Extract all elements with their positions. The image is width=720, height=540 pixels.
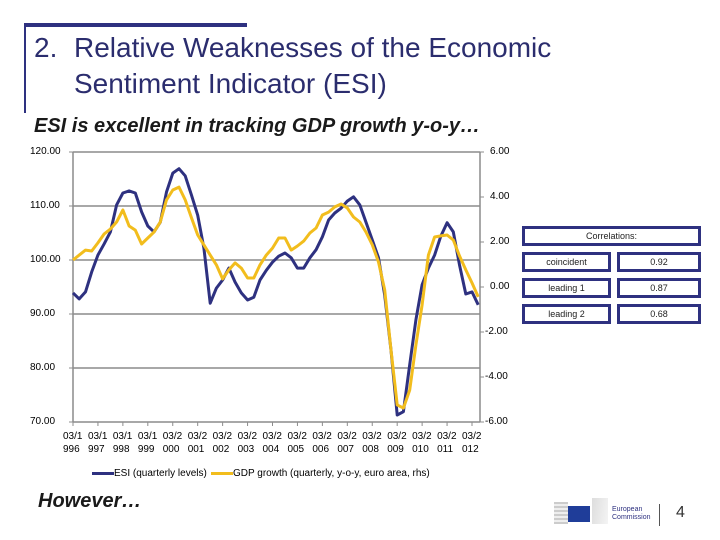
y-left-tick-label: 100.00 bbox=[30, 254, 61, 265]
title-side-line bbox=[24, 23, 26, 113]
y-left-tick-label: 110.00 bbox=[30, 200, 60, 211]
title-line-2: Sentiment Indicator (ESI) bbox=[74, 68, 387, 99]
eu-flag-icon bbox=[568, 506, 590, 522]
x-tick-label: 03/2010 bbox=[412, 431, 432, 455]
x-tick-label: 03/2003 bbox=[237, 431, 258, 455]
legend-esi-swatch bbox=[92, 471, 114, 475]
x-tick-label: 03/2007 bbox=[337, 431, 357, 455]
page-number: 4 bbox=[676, 504, 685, 521]
x-tick-label: 03/2004 bbox=[262, 431, 282, 455]
correlations-title: Correlations: bbox=[522, 226, 701, 246]
x-tick-label: 03/2012 bbox=[462, 431, 482, 455]
logo-building-icon bbox=[592, 498, 608, 524]
y-left-tick-label: 120.00 bbox=[30, 146, 61, 157]
y-right-tick-label: 6.00 bbox=[490, 146, 510, 157]
legend-esi-label: ESI (quarterly levels) bbox=[114, 468, 207, 479]
footer-separator bbox=[659, 504, 660, 526]
x-tick-label: 03/2008 bbox=[362, 431, 382, 455]
correlation-label: coincident bbox=[522, 252, 611, 272]
correlation-value: 0.87 bbox=[617, 278, 701, 298]
x-tick-label: 03/1996 bbox=[63, 431, 83, 455]
x-tick-label: 03/1998 bbox=[112, 431, 133, 455]
european-commission-logo: European Commission bbox=[554, 498, 654, 528]
y-left-tick-label: 70.00 bbox=[30, 416, 56, 427]
logo-building-icon bbox=[554, 502, 568, 524]
legend-esi: ESI (quarterly levels) bbox=[92, 468, 207, 479]
logo-text: European Commission bbox=[612, 506, 651, 521]
x-tick-label: 03/2011 bbox=[437, 431, 457, 455]
correlation-label: leading 2 bbox=[522, 304, 611, 324]
correlation-value: 0.68 bbox=[617, 304, 701, 324]
title-line-1: Relative Weaknesses of the Economic bbox=[74, 32, 552, 63]
x-tick-label: 03/2001 bbox=[187, 431, 208, 455]
y-right-tick-label: 4.00 bbox=[490, 191, 510, 202]
x-tick-label: 03/2006 bbox=[312, 431, 332, 455]
y-right-tick-label: -4.00 bbox=[485, 371, 508, 382]
title-number: 2. bbox=[34, 32, 58, 63]
title-accent-line bbox=[25, 23, 247, 27]
page-title: 2. Relative Weaknesses of the Economic Se… bbox=[34, 30, 551, 102]
y-left-tick-label: 80.00 bbox=[30, 362, 56, 373]
esi-series-line bbox=[71, 167, 480, 417]
y-left-tick-label: 90.00 bbox=[30, 308, 56, 319]
y-right-tick-label: 0.00 bbox=[490, 281, 510, 292]
y-right-tick-label: -2.00 bbox=[485, 326, 508, 337]
y-right-tick-label: 2.00 bbox=[490, 236, 510, 247]
legend-gdp: GDP growth (quarterly, y-o-y, euro area,… bbox=[211, 468, 430, 479]
x-tick-label: 03/2009 bbox=[387, 431, 407, 455]
legend-gdp-label: GDP growth (quarterly, y-o-y, euro area,… bbox=[233, 468, 430, 479]
gdp-series-line bbox=[72, 185, 480, 410]
x-tick-label: 03/1997 bbox=[87, 431, 108, 455]
x-tick-label: 03/2000 bbox=[162, 431, 183, 455]
correlation-label: leading 1 bbox=[522, 278, 611, 298]
x-tick-label: 03/2005 bbox=[287, 431, 307, 455]
x-tick-label: 03/2002 bbox=[212, 431, 233, 455]
however-text: However… bbox=[38, 490, 142, 512]
legend-gdp-swatch bbox=[211, 471, 233, 475]
y-right-tick-label: -6.00 bbox=[485, 416, 508, 427]
subtitle: ESI is excellent in tracking GDP growth … bbox=[34, 115, 481, 137]
correlation-value: 0.92 bbox=[617, 252, 701, 272]
x-tick-label: 03/1999 bbox=[137, 431, 158, 455]
